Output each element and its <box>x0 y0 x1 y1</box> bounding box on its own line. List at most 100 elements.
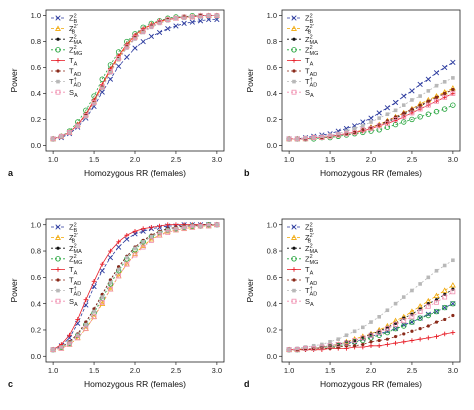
legend-superscript: 2 <box>310 222 313 228</box>
series-s-a <box>50 13 220 142</box>
panel-a: 0.0 0.2 0.4 0.6 0.8 1.0 1.0 1.5 2.0 2.5 3.0 Homozyg… <box>8 9 225 178</box>
data-point <box>173 227 179 233</box>
data-point <box>410 312 414 316</box>
series-line <box>52 224 217 351</box>
legend-symbol: T <box>305 56 310 65</box>
data-point <box>376 110 382 116</box>
data-point <box>165 230 171 236</box>
data-point <box>433 70 440 76</box>
data-point <box>385 119 389 123</box>
legend-entry-s-a: SA <box>305 297 314 308</box>
legend-symbol: Z <box>305 244 310 253</box>
data-point <box>402 316 406 320</box>
legend-subscript: A <box>310 93 314 99</box>
legend-marker <box>291 58 297 63</box>
legend-symbol: T <box>69 286 74 295</box>
data-point <box>443 292 447 297</box>
data-point <box>369 120 373 124</box>
legend-marker <box>292 79 296 84</box>
data-point <box>376 330 382 335</box>
data-point <box>409 319 415 325</box>
data-point <box>319 344 325 350</box>
legend-entry-s-a: SA <box>69 88 78 99</box>
legend-subscript: MG <box>74 260 83 266</box>
data-point <box>181 226 187 232</box>
data-point <box>402 111 406 115</box>
data-point <box>344 129 349 133</box>
data-point <box>368 332 374 338</box>
data-point <box>99 300 106 306</box>
data-point <box>67 129 72 135</box>
data-point <box>433 308 440 315</box>
data-point <box>450 330 456 335</box>
legend-symbol: Z <box>69 24 74 33</box>
panel-d: 0.0 0.2 0.4 0.6 0.8 1.0 1.0 1.5 2.0 2.5 3.0 Homozyg… <box>244 218 461 389</box>
series-line <box>53 224 217 351</box>
legend-subscript: MG <box>310 51 319 57</box>
data-point <box>344 344 349 348</box>
data-point <box>189 19 195 25</box>
data-point <box>425 76 431 82</box>
data-point <box>165 17 171 22</box>
y-tick-label: 0.6 <box>31 273 41 282</box>
legend-superscript: 2 <box>74 222 77 228</box>
data-point <box>116 239 121 245</box>
data-point <box>401 103 406 107</box>
data-point <box>393 322 398 328</box>
data-point <box>418 103 422 107</box>
data-point <box>99 84 105 90</box>
x-tick-label: 1.5 <box>89 366 99 375</box>
data-point <box>352 329 357 334</box>
data-point <box>108 280 113 285</box>
data-point <box>328 133 332 137</box>
data-point <box>417 81 423 88</box>
legend-marker <box>55 58 61 63</box>
data-point <box>75 333 80 338</box>
legend-subscript: B <box>310 19 314 25</box>
legend-symbol: S <box>305 297 310 306</box>
data-point <box>198 15 203 19</box>
data-point <box>140 242 147 249</box>
data-point <box>107 76 114 82</box>
data-point <box>99 89 105 95</box>
data-point <box>451 287 455 291</box>
x-tick-label: 2.0 <box>130 155 140 164</box>
data-point <box>58 133 64 139</box>
data-point <box>401 93 407 99</box>
y-tick-label: 1.0 <box>31 220 41 229</box>
legend-symbol: T <box>305 265 310 274</box>
legend-subscript: AD <box>310 83 318 89</box>
data-point <box>311 345 317 351</box>
data-point <box>156 29 163 36</box>
legend-superscript: 2 <box>310 13 313 19</box>
legend-entry-z-ma: Z2 MA <box>305 244 318 256</box>
data-point <box>148 33 154 40</box>
legend-marker <box>55 267 61 272</box>
data-point <box>377 315 381 319</box>
y-tick-label: 1.0 <box>267 220 277 229</box>
legend-symbol: Z <box>305 24 310 33</box>
x-tick-label: 2.5 <box>171 155 181 164</box>
x-tick-label: 1.5 <box>325 155 335 164</box>
legend-subscript: AD <box>310 72 318 78</box>
data-point <box>58 345 64 351</box>
data-point <box>132 35 138 41</box>
data-point <box>410 288 414 293</box>
legend-entry-z-mg: Z2 MG <box>305 45 318 57</box>
data-point <box>320 134 324 139</box>
data-point <box>401 318 407 324</box>
data-point <box>303 345 308 351</box>
data-point <box>450 300 456 307</box>
x-tick-label: 1.0 <box>48 155 58 164</box>
legend-superscript: † <box>74 77 77 83</box>
legend-entry-z-ma: Z2 MA <box>69 244 82 256</box>
data-point <box>182 225 186 230</box>
data-point <box>352 338 358 343</box>
data-point <box>100 86 105 91</box>
legend-symbol: T <box>69 56 74 65</box>
data-point <box>384 105 390 111</box>
data-point <box>360 337 366 344</box>
data-point <box>344 333 349 338</box>
data-point <box>442 94 448 100</box>
data-point <box>100 295 105 299</box>
